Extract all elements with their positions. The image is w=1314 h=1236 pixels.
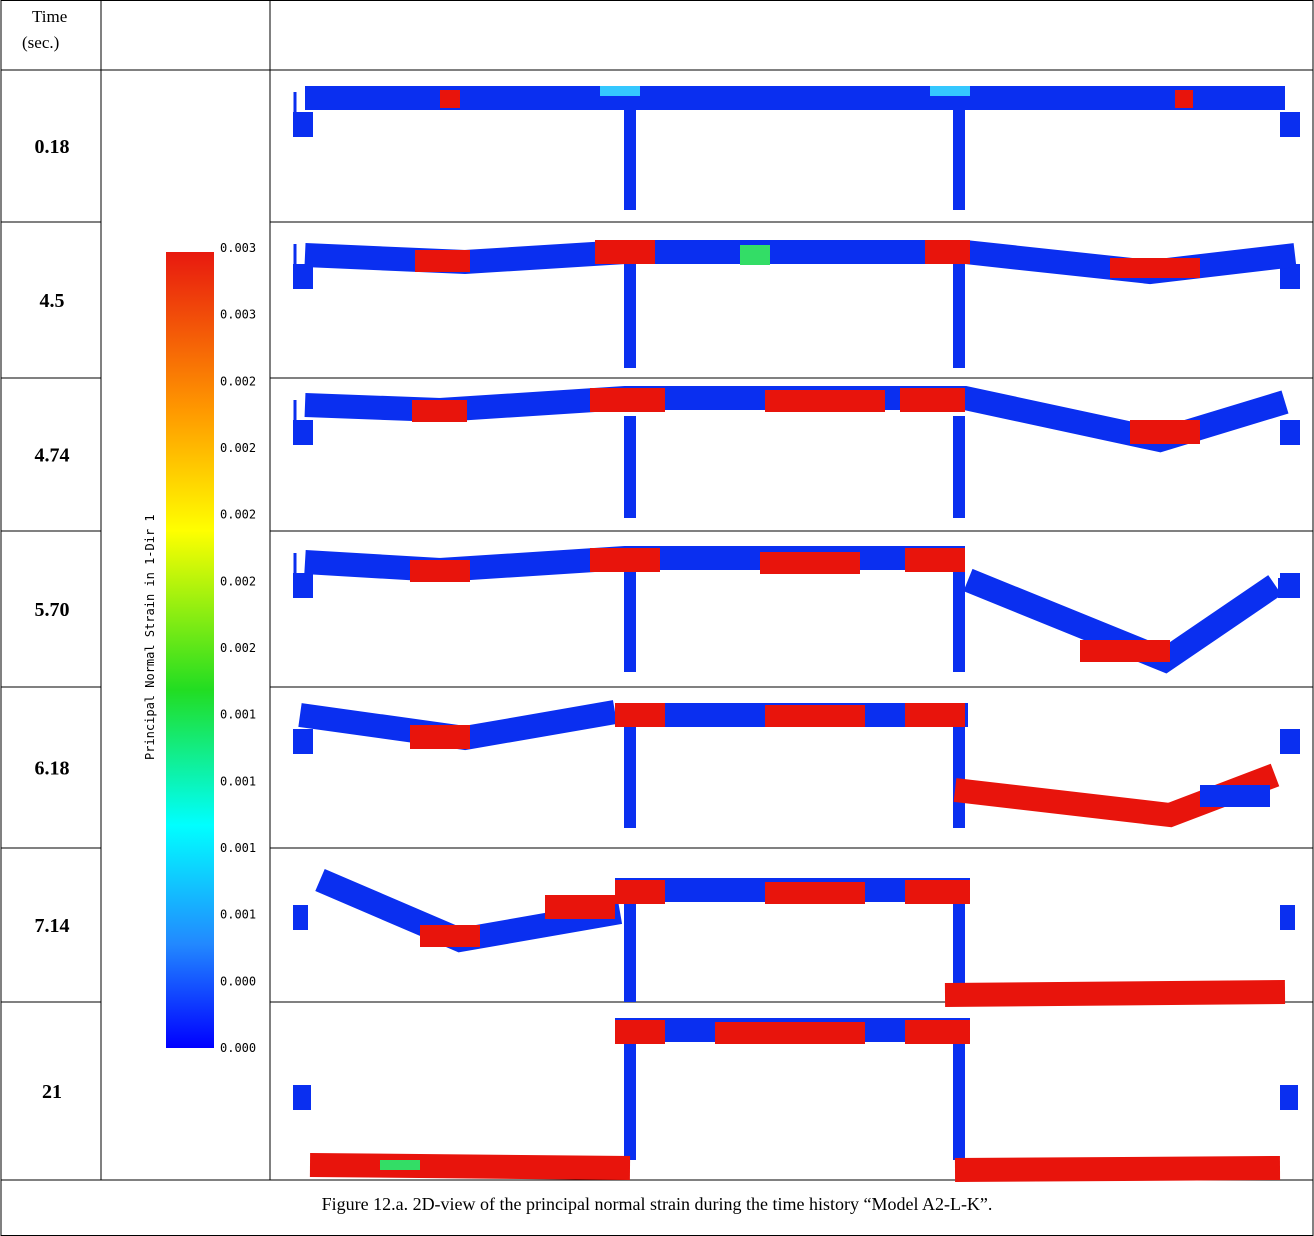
- strain-zone: [925, 240, 970, 264]
- abutment: [293, 905, 308, 930]
- strain-zone: [415, 250, 470, 272]
- abutment: [1278, 578, 1293, 598]
- strain-zone: [590, 388, 665, 412]
- beam: [954, 1156, 1281, 1182]
- abutment: [1280, 905, 1295, 930]
- colorbar-label: 0.001: [220, 908, 256, 922]
- column: [624, 727, 636, 828]
- strain-zone: [600, 86, 640, 96]
- strain-zone: [615, 880, 665, 904]
- colorbar: [166, 252, 214, 1048]
- time-label: 4.5: [40, 290, 65, 312]
- column: [953, 570, 965, 672]
- time-label: 4.74: [35, 445, 70, 467]
- column: [953, 1040, 965, 1160]
- strain-zone: [595, 240, 655, 264]
- abutment: [293, 729, 313, 754]
- strain-zone: [715, 1022, 865, 1044]
- strain-zone: [905, 880, 970, 904]
- abutment: [293, 573, 313, 598]
- colorbar-label: 0.002: [220, 641, 256, 655]
- colorbar-label: 0.002: [220, 508, 256, 522]
- strain-zone: [765, 390, 885, 412]
- column: [953, 902, 965, 1002]
- header-unit: (sec.): [22, 33, 59, 52]
- colorbar-label: 0.000: [220, 1041, 256, 1055]
- time-label: 0.18: [35, 136, 70, 158]
- column: [953, 727, 965, 828]
- column: [624, 108, 636, 210]
- column: [953, 416, 965, 518]
- colorbar-label: 0.002: [220, 374, 256, 388]
- colorbar-label: 0.002: [220, 574, 256, 588]
- time-label: 6.18: [35, 758, 70, 780]
- abutment: [1280, 112, 1300, 137]
- column: [624, 262, 636, 368]
- strain-zone: [615, 1020, 665, 1044]
- colorbar-label: 0.001: [220, 774, 256, 788]
- strain-zone: [930, 86, 970, 96]
- abutment: [1280, 420, 1300, 445]
- strain-zone: [1080, 640, 1170, 662]
- strain-zone: [1110, 258, 1200, 278]
- time-label: 5.70: [35, 599, 70, 621]
- strain-zone: [760, 552, 860, 574]
- beam: [309, 1153, 631, 1180]
- strain-zone: [905, 1020, 970, 1044]
- colorbar-label: 0.002: [220, 441, 256, 455]
- strain-zone: [1130, 420, 1200, 444]
- column: [624, 1040, 636, 1160]
- header-time: Time: [32, 7, 67, 26]
- strain-zone: [740, 245, 770, 265]
- strain-zone: [380, 1160, 420, 1170]
- abutment: [1280, 264, 1300, 289]
- strain-zone: [410, 725, 470, 749]
- colorbar-label: 0.000: [220, 974, 256, 988]
- abutment: [1280, 1085, 1298, 1110]
- colorbar-title: Principal Normal Strain in 1-Dir 1: [143, 514, 157, 760]
- abutment: [293, 112, 313, 137]
- colorbar-label: 0.003: [220, 241, 256, 255]
- column: [953, 108, 965, 210]
- strain-zone: [615, 703, 665, 727]
- strain-zone: [765, 882, 865, 904]
- column: [953, 262, 965, 368]
- strain-zone: [545, 895, 615, 919]
- abutment: [293, 1085, 311, 1110]
- beam: [944, 980, 1286, 1007]
- abutment: [293, 420, 313, 445]
- strain-zone: [410, 560, 470, 582]
- strain-zone: [412, 400, 467, 422]
- time-label: 7.14: [35, 915, 70, 937]
- column: [624, 570, 636, 672]
- colorbar-label: 0.003: [220, 308, 256, 322]
- colorbar-label: 0.001: [220, 708, 256, 722]
- strain-zone: [905, 703, 965, 727]
- strain-zone: [765, 705, 865, 727]
- colorbar-label: 0.001: [220, 841, 256, 855]
- caption: Figure 12.a. 2D-view of the principal no…: [322, 1194, 993, 1214]
- strain-zone: [905, 548, 965, 572]
- strain-zone: [590, 548, 660, 572]
- abutment: [293, 264, 313, 289]
- strain-zone: [420, 925, 480, 947]
- strain-zone: [900, 388, 965, 412]
- strain-zone: [440, 90, 460, 108]
- column: [624, 416, 636, 518]
- beam-part: [1200, 785, 1270, 807]
- time-label: 21: [42, 1081, 62, 1103]
- abutment: [1280, 729, 1300, 754]
- column: [624, 902, 636, 1002]
- strain-zone: [1175, 90, 1193, 108]
